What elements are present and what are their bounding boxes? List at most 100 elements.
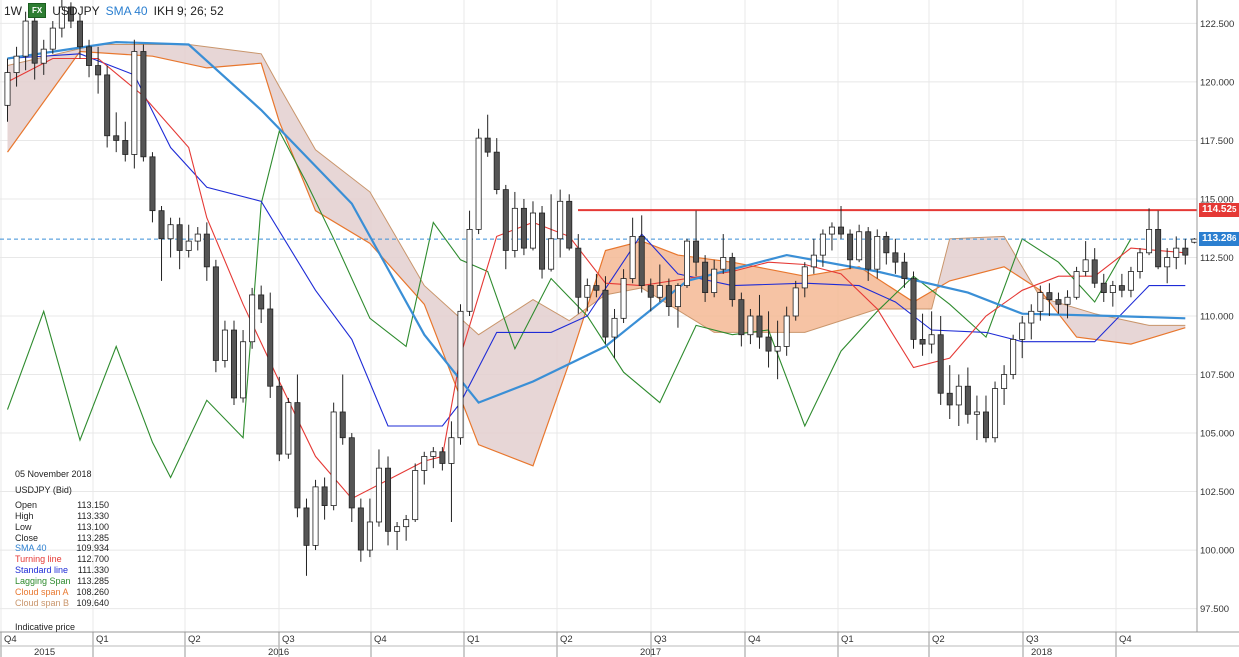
y-tick-label: 122.500	[1200, 19, 1234, 30]
cloud-area	[938, 236, 1036, 290]
candle-body	[946, 392, 953, 406]
candle-body	[1091, 259, 1098, 284]
candle-body	[330, 411, 337, 506]
candle-body	[892, 252, 899, 263]
candle-body	[774, 346, 781, 352]
candle-body	[31, 20, 38, 64]
info-row-value: 113.285	[77, 532, 109, 543]
x-tick-label: Q4	[4, 634, 17, 645]
candle-body	[475, 137, 482, 230]
candle-body	[575, 247, 582, 298]
candle-body	[520, 207, 527, 249]
cloud-span-a-line	[7, 50, 1186, 467]
info-row: Lagging Span 113.285	[15, 576, 109, 587]
info-row-label: Open	[15, 499, 38, 510]
candle-body	[76, 20, 83, 48]
candle-body	[221, 329, 228, 361]
candle-body	[557, 200, 564, 240]
candle-body	[702, 261, 709, 293]
info-row-value: 113.100	[77, 521, 109, 532]
info-date: 05 November 2018	[15, 469, 92, 479]
info-row-label: Standard line	[15, 565, 69, 576]
candle-body	[176, 224, 183, 251]
candle-body	[113, 135, 120, 141]
candle-body	[765, 336, 772, 352]
candle-body	[294, 402, 301, 509]
candle-body	[1046, 292, 1053, 301]
candle-body	[964, 385, 971, 415]
candle-body	[502, 189, 509, 251]
candle-body	[348, 437, 355, 509]
candle-body	[339, 411, 346, 439]
candle-body	[13, 55, 20, 73]
info-row-value: 108.260	[76, 587, 109, 598]
candle-body	[1010, 339, 1017, 375]
y-tick-label: 105.000	[1200, 429, 1234, 440]
candle-body	[629, 236, 636, 279]
info-row: Cloud span B 109.640	[15, 598, 109, 609]
candle-body	[819, 233, 826, 256]
y-tick-label: 97.500	[1200, 604, 1229, 615]
x-tick-label: Q3	[282, 634, 295, 645]
candle-body	[729, 257, 736, 301]
candle-body	[828, 226, 835, 235]
candle-body	[185, 240, 192, 251]
info-row: High 113.330	[15, 511, 109, 522]
candle-body	[1118, 285, 1125, 291]
candle-body	[674, 285, 681, 308]
candle-body	[783, 315, 790, 347]
candle-body	[1164, 257, 1171, 268]
price-tag-fraction: 6	[1232, 234, 1237, 244]
candle-body	[982, 411, 989, 439]
candle-body	[1137, 252, 1144, 272]
candle-body	[267, 308, 274, 387]
candle-body	[1155, 228, 1162, 268]
x-axis: Q4 Q1 Q2 Q3 Q4 Q1 Q2 Q3 Q4 Q1 Q2 Q3 Q4 2015 2016 2017 20…	[0, 631, 1239, 657]
candle-body	[122, 140, 129, 155]
candle-body	[439, 451, 446, 464]
candle-body	[593, 285, 600, 291]
candle-body	[910, 278, 917, 340]
candle-body	[566, 200, 573, 249]
indicative-price-note: Indicative price	[15, 622, 76, 632]
candle-body	[285, 402, 292, 455]
info-row-label: Cloud span B	[15, 597, 70, 608]
candle-body	[1037, 292, 1044, 312]
candles	[4, 0, 1198, 576]
y-tick-label: 117.500	[1200, 136, 1234, 147]
year-label: 2018	[1031, 647, 1052, 657]
candle-body	[321, 486, 328, 507]
candle-body	[4, 72, 11, 106]
timeframe-label[interactable]: 1W	[4, 3, 22, 18]
candle-body	[357, 507, 364, 551]
ikh-label[interactable]: IKH 9; 26; 52	[153, 3, 224, 18]
candle-body	[1001, 374, 1008, 389]
candle-body	[611, 317, 618, 338]
info-row-label: Close	[15, 532, 39, 543]
candle-body	[684, 240, 691, 286]
info-row: Standard line 111.330	[15, 565, 109, 576]
candle-body	[22, 20, 29, 57]
candle-body	[40, 48, 47, 64]
info-row-label: Low	[15, 521, 32, 532]
info-row: Close 113.285	[15, 533, 109, 544]
cloud-area	[1049, 300, 1186, 345]
grid	[0, 0, 1197, 632]
info-symbol: USDJPY (Bid)	[15, 484, 72, 495]
sma-label[interactable]: SMA 40	[105, 3, 148, 18]
price-tag-value: 113.28	[1202, 233, 1233, 245]
symbol-label[interactable]: USDJPY	[52, 3, 100, 18]
candle-body	[140, 51, 147, 158]
info-row-value: 109.640	[76, 597, 109, 608]
candle-body	[240, 341, 247, 399]
candle-body	[919, 339, 926, 345]
candle-body	[67, 6, 74, 22]
candle-body	[276, 385, 283, 455]
candle-body	[665, 285, 672, 308]
candle-body	[230, 329, 237, 399]
candle-body	[801, 266, 808, 289]
price-tag: 114.525	[1199, 203, 1239, 218]
candle-body	[529, 212, 536, 249]
candle-body	[1182, 247, 1189, 256]
